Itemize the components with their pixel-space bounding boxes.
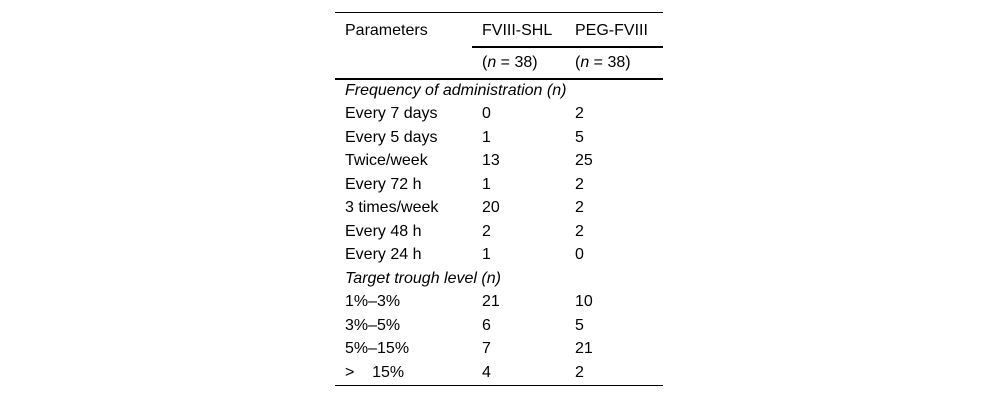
row-label: Every 7 days xyxy=(345,105,438,123)
row-label: Every 72 h xyxy=(345,175,422,193)
row-value-fviii-shl: 1 xyxy=(482,246,491,264)
row-label: Every 24 h xyxy=(345,246,422,264)
section-label: Frequency of administration (n) xyxy=(345,82,567,100)
row-value-fviii-shl: 1 xyxy=(482,128,491,146)
row-value-peg-fviii: 25 xyxy=(575,152,593,170)
row-value-fviii-shl: 4 xyxy=(482,363,491,381)
col-header-fviii-shl: FVIII-SHL xyxy=(472,13,565,48)
row-value-fviii-shl: 0 xyxy=(482,105,491,123)
table-row: 5%–15% 7 21 xyxy=(335,338,663,362)
row-value-fviii-shl: 20 xyxy=(482,199,500,217)
row-value-peg-fviii: 0 xyxy=(575,246,584,264)
paren: ( xyxy=(575,53,581,71)
row-value-peg-fviii: 2 xyxy=(575,175,584,193)
row-label: Every 48 h xyxy=(345,222,422,240)
row-value-fviii-shl: 7 xyxy=(482,340,491,358)
data-table: Parameters FVIII-SHL PEG-FVIII (n = 38) … xyxy=(335,13,663,385)
paren: ( xyxy=(482,53,488,71)
table-row: Every 48 h 2 2 xyxy=(335,220,663,244)
table-row: 1%–3% 21 10 xyxy=(335,291,663,315)
header-row: Parameters FVIII-SHL PEG-FVIII xyxy=(335,13,663,48)
table-row: Twice/week 13 25 xyxy=(335,150,663,174)
subheader-n-peg-fviii: (n = 38) xyxy=(565,47,663,80)
table-header: Parameters FVIII-SHL PEG-FVIII (n = 38) … xyxy=(335,13,663,80)
table-body: Frequency of administration (n) Every 7 d… xyxy=(335,79,663,385)
subheader-n-fviii-shl: (n = 38) xyxy=(472,47,565,80)
table-row: 3 times/week 20 2 xyxy=(335,197,663,221)
table-row: Every 7 days 0 2 xyxy=(335,103,663,127)
row-value-peg-fviii: 2 xyxy=(575,199,584,217)
table-row: 3%–5% 6 5 xyxy=(335,314,663,338)
row-label: 3%–5% xyxy=(345,316,401,334)
row-value-peg-fviii: 21 xyxy=(575,340,593,358)
section-row: Frequency of administration (n) xyxy=(335,79,663,103)
table-row: > 15% 4 2 xyxy=(335,361,663,385)
row-value-peg-fviii: 2 xyxy=(575,363,584,381)
row-label: Every 5 days xyxy=(345,128,438,146)
row-label: 3 times/week xyxy=(345,199,439,217)
n-symbol: n xyxy=(580,53,590,71)
row-value-fviii-shl: 2 xyxy=(482,222,491,240)
study-parameters-table: Parameters FVIII-SHL PEG-FVIII (n = 38) … xyxy=(335,12,663,386)
row-label: 5%–15% xyxy=(345,340,410,358)
row-label: Twice/week xyxy=(345,152,428,170)
subheader-row: (n = 38) (n = 38) xyxy=(335,47,663,80)
empty-cell xyxy=(335,47,472,80)
section-label: Target trough level (n) xyxy=(345,269,501,287)
n-value: = 38) xyxy=(496,53,538,71)
row-value-fviii-shl: 13 xyxy=(482,152,500,170)
row-value-fviii-shl: 6 xyxy=(482,316,491,334)
row-value-peg-fviii: 2 xyxy=(575,105,584,123)
n-value: = 38) xyxy=(589,53,631,71)
table-row: Every 24 h 1 0 xyxy=(335,244,663,268)
section-row: Target trough level (n) xyxy=(335,267,663,291)
row-value-peg-fviii: 2 xyxy=(575,222,584,240)
row-value-fviii-shl: 1 xyxy=(482,175,491,193)
table-row: Every 72 h 1 2 xyxy=(335,173,663,197)
col-header-peg-fviii: PEG-FVIII xyxy=(565,13,663,48)
n-symbol: n xyxy=(487,53,497,71)
row-label: > 15% xyxy=(345,363,405,381)
row-value-peg-fviii: 10 xyxy=(575,293,593,311)
row-value-peg-fviii: 5 xyxy=(575,128,584,146)
row-value-fviii-shl: 21 xyxy=(482,293,500,311)
row-label: 1%–3% xyxy=(345,293,401,311)
table-row: Every 5 days 1 5 xyxy=(335,126,663,150)
col-header-parameters: Parameters xyxy=(345,22,428,40)
row-value-peg-fviii: 5 xyxy=(575,316,584,334)
